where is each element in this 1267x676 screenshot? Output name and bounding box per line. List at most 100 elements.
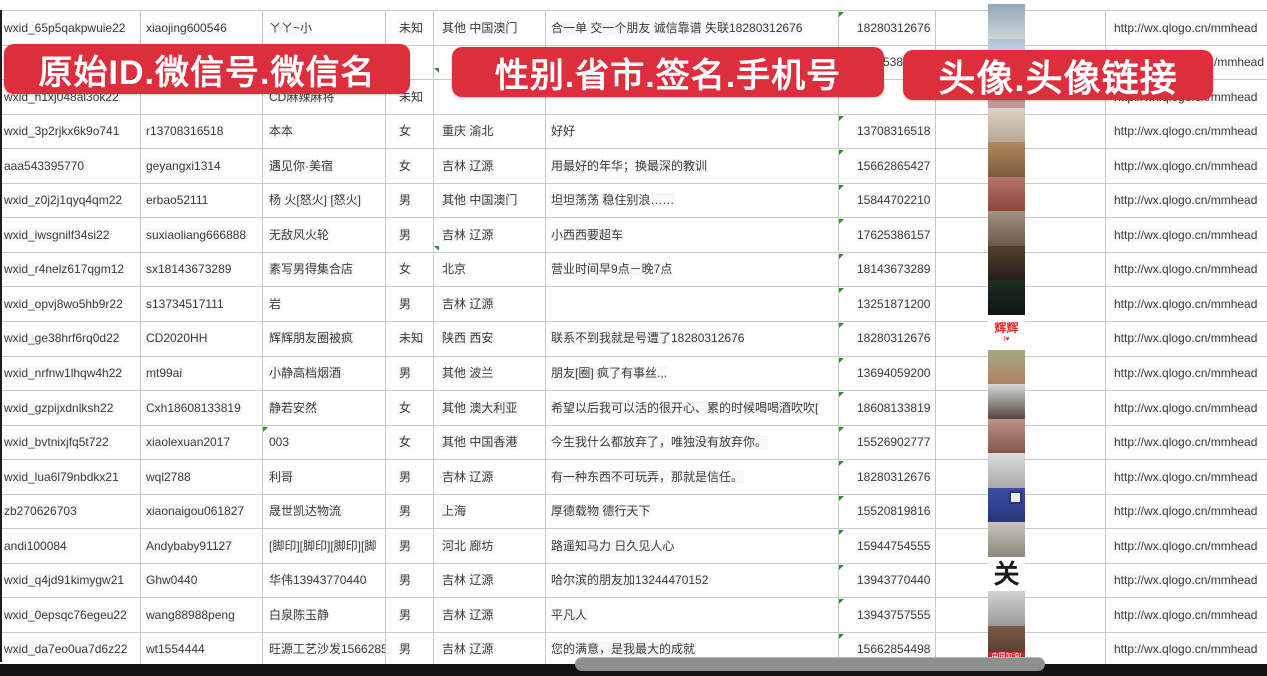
cell-original-id[interactable]: wxid_0epsqc76egeu22 [3, 598, 140, 632]
cell-avatar-link[interactable]: /mmhead [1213, 45, 1267, 79]
cell-phone[interactable]: 13251871200 [856, 287, 935, 321]
cell-original-id[interactable]: wxid_z0j2j1qyq4qm22 [3, 183, 140, 217]
cell-wechat-name[interactable]: [脚印][脚印][脚印][脚 [268, 529, 385, 563]
cell-region[interactable]: 陕西 西安 [441, 321, 545, 355]
cell-gender[interactable]: 未知 [398, 11, 433, 45]
cell-wechat-id[interactable]: s13734517111 [145, 287, 262, 321]
cell-original-id[interactable]: wxid_ge38hrf6rq0d22 [3, 321, 140, 355]
avatar-image[interactable] [988, 522, 1025, 558]
cell-region[interactable]: 吉林 辽源 [441, 149, 545, 183]
avatar-image[interactable] [988, 107, 1025, 143]
cell-gender[interactable]: 女 [398, 114, 433, 148]
cell-wechat-id[interactable]: wt1554444 [145, 632, 262, 666]
cell-phone[interactable]: 15662854498 [856, 632, 935, 666]
cell-phone[interactable]: 15844702210 [856, 183, 935, 217]
cell-gender[interactable]: 男 [398, 287, 433, 321]
cell-wechat-id[interactable]: geyangxi1314 [145, 149, 262, 183]
cell-original-id[interactable]: wxid_gzpijxdnlksh22 [3, 391, 140, 425]
cell-wechat-id[interactable]: xiaojing600546 [145, 11, 262, 45]
cell-region[interactable]: 其他 中国澳门 [441, 11, 545, 45]
cell-wechat-name[interactable]: 静若安然 [268, 391, 385, 425]
cell-avatar-link[interactable]: http://wx.qlogo.cn/mmhead [1113, 563, 1267, 597]
cell-avatar-link[interactable]: http://wx.qlogo.cn/mmhead [1113, 460, 1267, 494]
cell-phone[interactable]: 18143673289 [856, 252, 935, 286]
cell-wechat-name[interactable]: 素写男得集合店 [268, 252, 385, 286]
cell-original-id[interactable]: wxid_lua6l79nbdkx21 [3, 460, 140, 494]
cell-avatar-link[interactable]: http://wx.qlogo.cn/mmhead [1113, 218, 1267, 252]
cell-wechat-id[interactable]: erbao52111 [145, 183, 262, 217]
cell-wechat-id[interactable]: xiaolexuan2017 [145, 425, 262, 459]
cell-wechat-id[interactable]: mt99ai [145, 356, 262, 390]
cell-avatar-link[interactable]: http://wx.qlogo.cn/mmhead [1113, 529, 1267, 563]
scrollbar-thumb[interactable] [575, 657, 1045, 671]
cell-avatar-link[interactable]: http://wx.qlogo.cn/mmhead [1113, 11, 1267, 45]
avatar-image[interactable] [988, 487, 1025, 523]
cell-original-id[interactable]: wxid_opvj8wo5hb9r22 [3, 287, 140, 321]
cell-signature[interactable]: 合一单 交一个朋友 诚信靠谱 失联18280312676 [550, 11, 838, 45]
cell-region[interactable]: 吉林 辽源 [441, 218, 545, 252]
cell-signature[interactable]: 今生我什么都放弃了，唯独没有放弃你。 [550, 425, 838, 459]
avatar-image[interactable] [988, 418, 1025, 454]
avatar-image[interactable] [988, 245, 1025, 281]
cell-gender[interactable]: 男 [398, 598, 433, 632]
cell-gender[interactable]: 女 [398, 425, 433, 459]
cell-avatar-link[interactable]: http://wx.qlogo.cn/mmhead [1113, 494, 1267, 528]
cell-wechat-id[interactable]: Cxh18608133819 [145, 391, 262, 425]
avatar-image[interactable] [988, 280, 1025, 316]
cell-wechat-name[interactable]: 利哥 [268, 460, 385, 494]
cell-wechat-name[interactable]: 杨 火[怒火] [怒火] [268, 183, 385, 217]
cell-region[interactable]: 吉林 辽源 [441, 563, 545, 597]
cell-avatar-link[interactable]: http://wx.qlogo.cn/mmhead [1113, 114, 1267, 148]
cell-signature[interactable]: 用最好的年华；换最深的教训 [550, 149, 838, 183]
cell-phone[interactable]: 18280312676 [856, 11, 935, 45]
cell-region[interactable]: 吉林 辽源 [441, 460, 545, 494]
cell-region[interactable]: 上海 [441, 494, 545, 528]
cell-phone[interactable]: 15526902777 [856, 425, 935, 459]
avatar-image[interactable] [988, 591, 1025, 627]
cell-phone[interactable]: 15944754555 [856, 529, 935, 563]
cell-phone[interactable]: 13708316518 [856, 114, 935, 148]
cell-avatar-link[interactable]: http://wx.qlogo.cn/mmhead [1113, 598, 1267, 632]
cell-wechat-id[interactable]: Ghw0440 [145, 563, 262, 597]
cell-wechat-id[interactable]: Andybaby91127 [145, 529, 262, 563]
cell-phone[interactable]: 13694059200 [856, 356, 935, 390]
cell-original-id[interactable]: wxid_r4nelz617qgm12 [3, 252, 140, 286]
cell-region[interactable]: 吉林 辽源 [441, 598, 545, 632]
cell-phone[interactable]: 13943770440 [856, 563, 935, 597]
cell-region[interactable]: 河北 廊坊 [441, 529, 545, 563]
cell-gender[interactable]: 男 [398, 183, 433, 217]
cell-avatar-link[interactable]: http://wx.qlogo.cn/mmhead [1113, 356, 1267, 390]
cell-gender[interactable]: 男 [398, 563, 433, 597]
cell-gender[interactable]: 男 [398, 632, 433, 666]
cell-wechat-id[interactable]: suxiaoliang666888 [145, 218, 262, 252]
cell-signature[interactable]: 坦坦荡荡 稳住别浪…… [550, 183, 838, 217]
cell-region[interactable]: 吉林 辽源 [441, 632, 545, 666]
cell-avatar-link[interactable]: http://wx.qlogo.cn/mmhead [1113, 425, 1267, 459]
cell-wechat-name[interactable]: 无敌风火轮 [268, 218, 385, 252]
cell-region[interactable]: 其他 中国澳门 [441, 183, 545, 217]
avatar-image[interactable]: 关 [988, 556, 1025, 592]
cell-signature[interactable]: 有一种东西不可玩弄，那就是信任。 [550, 460, 838, 494]
cell-avatar-link[interactable]: http://wx.qlogo.cn/mmhead [1113, 149, 1267, 183]
cell-wechat-name[interactable]: 晟世凯达物流 [268, 494, 385, 528]
cell-avatar-link[interactable]: http://wx.qlogo.cn/mmhead [1113, 391, 1267, 425]
cell-gender[interactable]: 女 [398, 252, 433, 286]
cell-signature[interactable]: 营业时间早9点－晚7点 [550, 252, 838, 286]
cell-wechat-name[interactable]: 华伟13943770440 [268, 563, 385, 597]
cell-gender[interactable]: 女 [398, 149, 433, 183]
cell-avatar-link[interactable]: http://wx.qlogo.cn/mmhead [1113, 252, 1267, 286]
avatar-image[interactable] [988, 453, 1025, 489]
cell-wechat-name[interactable]: 岩 [268, 287, 385, 321]
cell-phone[interactable]: 13943757555 [856, 598, 935, 632]
cell-wechat-id[interactable]: r13708316518 [145, 114, 262, 148]
cell-avatar-link[interactable]: http://wx.qlogo.cn/mmhead [1113, 321, 1267, 355]
cell-original-id[interactable]: wxid_da7eo0ua7d6z22 [3, 632, 140, 666]
cell-wechat-id[interactable]: wang88988peng [145, 598, 262, 632]
cell-signature[interactable]: 厚德载物 德行天下 [550, 494, 838, 528]
cell-signature[interactable]: 好好 [550, 114, 838, 148]
cell-original-id[interactable]: aaa543395770 [3, 149, 140, 183]
cell-gender[interactable]: 男 [398, 356, 433, 390]
cell-wechat-id[interactable]: wql2788 [145, 460, 262, 494]
cell-region[interactable]: 北京 [441, 252, 545, 286]
cell-original-id[interactable]: wxid_3p2rjkx6k9o741 [3, 114, 140, 148]
